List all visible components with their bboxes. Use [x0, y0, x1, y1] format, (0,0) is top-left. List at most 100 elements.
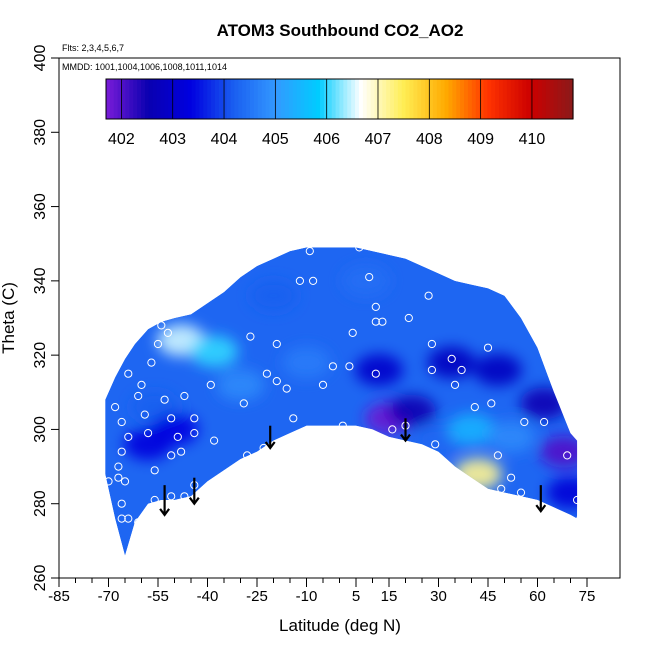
- observation-point: [497, 484, 506, 493]
- observation-point: [371, 302, 380, 311]
- colorbar-segment: [323, 79, 329, 119]
- colorbar-segment: [179, 79, 185, 119]
- observation-point: [170, 507, 179, 516]
- colorbar-segment: [168, 79, 173, 119]
- x-tick-label: -55: [147, 588, 169, 605]
- observation-point: [272, 377, 281, 386]
- observation-point: [371, 317, 380, 326]
- colorbar-segment: [405, 79, 411, 119]
- colorbar-segment: [316, 79, 321, 119]
- chart-title: ATOM3 Southbound CO2_AO2: [217, 21, 464, 40]
- y-tick-label: 260: [32, 565, 49, 592]
- colorbar-segment: [467, 79, 473, 119]
- colorbar-segment: [144, 79, 150, 119]
- colorbar-segment: [429, 79, 434, 119]
- colorbar-segment: [537, 79, 543, 119]
- flight-arrow-head: [264, 441, 276, 450]
- y-tick-label: 320: [32, 342, 49, 369]
- x-tick-label: 75: [579, 588, 596, 605]
- observation-point: [206, 380, 215, 389]
- co2-anomaly: [249, 279, 298, 312]
- colorbar-segment: [464, 79, 469, 119]
- observation-point: [404, 313, 413, 323]
- colorbar-segment: [374, 79, 380, 119]
- observation-point: [97, 388, 107, 397]
- y-tick-label: 340: [32, 267, 49, 294]
- colorbar-segment: [203, 79, 208, 119]
- colorbar-segment: [534, 79, 539, 119]
- observation-point: [427, 339, 436, 349]
- observation-point: [573, 495, 582, 505]
- x-tick-label: 5: [352, 588, 360, 605]
- co2-anomaly: [124, 428, 173, 461]
- colorbar-segment: [432, 79, 438, 119]
- colorbar-segment: [230, 79, 236, 119]
- observation-point: [239, 399, 248, 408]
- observation-point: [289, 414, 298, 423]
- colorbar-segment: [335, 79, 341, 119]
- colorbar-segment: [483, 79, 488, 119]
- observation-point: [120, 477, 130, 486]
- colorbar-segment: [425, 79, 430, 119]
- flight-arrow: [400, 418, 411, 443]
- observation-point: [305, 247, 314, 256]
- colorbar-segment: [343, 79, 348, 119]
- observation-point: [150, 466, 159, 475]
- colorbar-segment: [557, 79, 562, 119]
- observation-point: [563, 451, 572, 460]
- colorbar-tick-label: 402: [108, 131, 135, 148]
- colorbar-segment: [471, 79, 477, 119]
- observation-point: [295, 276, 304, 285]
- colorbar-segment: [390, 79, 395, 119]
- observation-point: [576, 514, 585, 523]
- observation-point: [117, 499, 126, 508]
- colorbar-segment: [257, 79, 263, 119]
- colorbar-segment: [141, 79, 146, 119]
- observation-point: [243, 451, 252, 460]
- x-tick-label: -25: [246, 588, 268, 605]
- colorbar-segment: [312, 79, 317, 119]
- colorbar-segment: [370, 79, 376, 119]
- dates-label: MMDD: 1001,1004,1006,1008,1011,1014: [62, 62, 227, 72]
- colorbar-segment: [288, 79, 294, 119]
- colorbar-tick-label: 406: [313, 131, 340, 148]
- colorbar-segment: [269, 79, 274, 119]
- observation-point: [431, 440, 440, 449]
- flight-arrow: [264, 425, 276, 450]
- observation-point: [470, 403, 479, 412]
- colorbar-segment: [355, 79, 360, 119]
- observation-point: [312, 429, 321, 438]
- observation-point: [246, 332, 255, 341]
- colorbar-tick-label: 408: [416, 131, 443, 148]
- observation-point: [180, 391, 189, 401]
- colorbar-segment: [234, 79, 239, 119]
- colorbar-segment: [382, 79, 387, 119]
- co2-field-base: [105, 247, 578, 556]
- observation-point: [520, 417, 529, 427]
- colorbar-segment: [475, 79, 481, 119]
- observation-point: [114, 347, 123, 356]
- y-axis: 260 280 300 320 340 360 380 400: [32, 45, 59, 592]
- observation-point: [414, 250, 423, 259]
- y-tick-label: 400: [32, 45, 49, 72]
- flight-arrow-head: [400, 433, 411, 443]
- observation-point: [117, 447, 126, 456]
- colorbar-segment: [207, 79, 212, 119]
- colorbar-segment: [331, 79, 337, 119]
- observation-point: [365, 273, 374, 282]
- observation-point: [526, 310, 536, 319]
- observation-point: [540, 417, 549, 427]
- colorbar-segment: [129, 79, 134, 119]
- co2-field-anomalies: [124, 264, 578, 509]
- observation-point: [371, 369, 380, 378]
- colorbar-segment: [386, 79, 391, 119]
- flights-label: Flts: 2,3,4,5,6,7: [62, 43, 124, 53]
- colorbar: 402 403 404 405 406 407 408 409 410: [105, 78, 574, 148]
- colorbar-segment: [249, 79, 255, 119]
- colorbar-segment: [281, 79, 286, 119]
- colorbar-segment: [222, 79, 228, 119]
- flight-arrow: [159, 485, 170, 517]
- colorbar-segment: [479, 79, 485, 119]
- observation-point: [111, 403, 120, 412]
